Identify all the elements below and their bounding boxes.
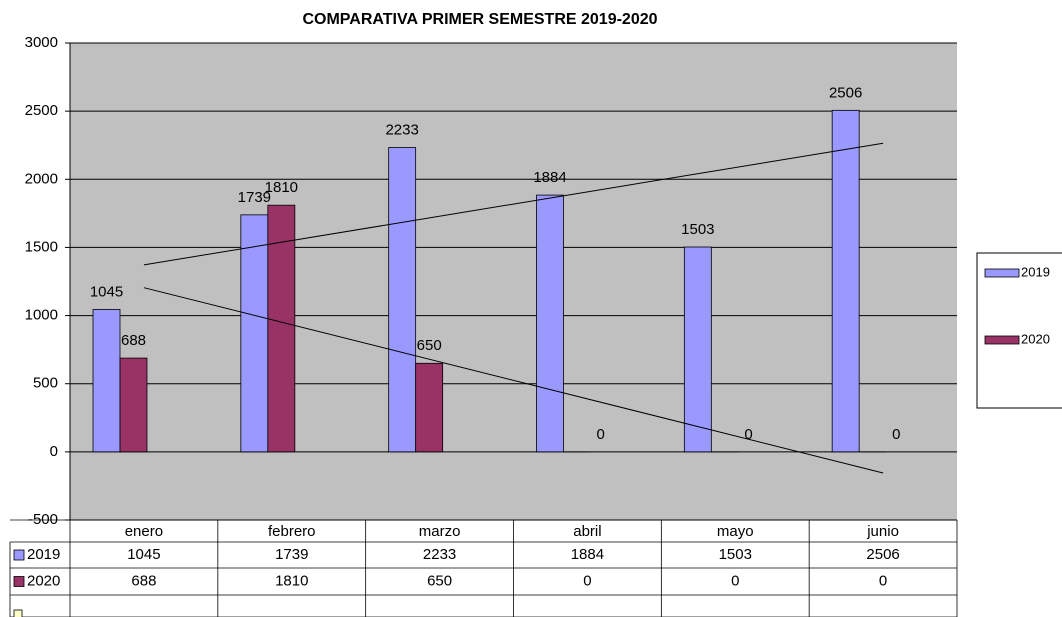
data-label: 1045 (90, 283, 123, 300)
y-tick-label: 500 (33, 375, 58, 392)
bar (119, 357, 148, 453)
data-label: 0 (597, 426, 605, 443)
y-tick-label: 1000 (25, 307, 58, 324)
bar (831, 109, 860, 453)
x-tick-label: enero (125, 523, 163, 540)
x-tick-label: febrero (268, 523, 316, 540)
table-legend-key (13, 576, 25, 587)
data-label: 0 (744, 426, 752, 443)
table-cell: 0 (583, 572, 591, 589)
table-cell: 688 (131, 572, 156, 589)
x-tick-label: mayo (717, 523, 754, 540)
table-cell: 650 (427, 572, 452, 589)
data-label: 2506 (829, 84, 862, 101)
data-label: 650 (417, 337, 442, 354)
legend-key (984, 335, 1020, 345)
data-label: 1503 (681, 221, 714, 238)
trendline (143, 287, 884, 474)
data-label: 2233 (385, 121, 418, 138)
table-cell: 1503 (719, 546, 752, 563)
table-cell: 1045 (127, 546, 160, 563)
plot-area (70, 43, 957, 520)
bar (240, 214, 269, 453)
data-label: 1810 (265, 179, 298, 196)
legend-label: 2019 (1021, 264, 1050, 279)
data-label: 1739 (238, 189, 271, 206)
bar (92, 309, 121, 453)
table-row-label: 2020 (27, 572, 60, 589)
bar (415, 362, 444, 453)
table-cell: 2233 (423, 546, 456, 563)
y-tick-label: 0 (50, 443, 58, 460)
table-cell: 1884 (571, 546, 604, 563)
trendline (143, 142, 884, 266)
y-tick-label: 2500 (25, 102, 58, 119)
bar (388, 147, 417, 453)
legend-key (984, 268, 1020, 278)
bar (683, 246, 712, 453)
table-cell: 1810 (275, 572, 308, 589)
table-cell: 0 (731, 572, 739, 589)
table-legend-key (13, 549, 25, 561)
bar (536, 194, 564, 453)
y-tick-label: -500 (28, 511, 58, 528)
data-label: 688 (121, 332, 146, 349)
data-label: 0 (892, 426, 900, 443)
x-tick-label: junio (866, 523, 899, 540)
data-label: 1884 (533, 169, 566, 186)
table-row-label: 2019 (27, 546, 60, 563)
chart-title: COMPARATIVA PRIMER SEMESTRE 2019-2020 (302, 11, 657, 28)
table-cell: 0 (879, 572, 887, 589)
y-tick-label: 3000 (25, 34, 58, 51)
legend-label: 2020 (1021, 331, 1050, 346)
table-legend-key (13, 609, 23, 617)
table-cell: 2506 (866, 546, 899, 563)
bar (267, 204, 296, 453)
y-tick-label: 1500 (25, 238, 58, 255)
x-tick-label: marzo (419, 523, 461, 540)
x-tick-label: abril (573, 523, 601, 540)
legend-box (976, 252, 1062, 409)
y-tick-label: 2000 (25, 170, 58, 187)
table-cell: 1739 (275, 546, 308, 563)
